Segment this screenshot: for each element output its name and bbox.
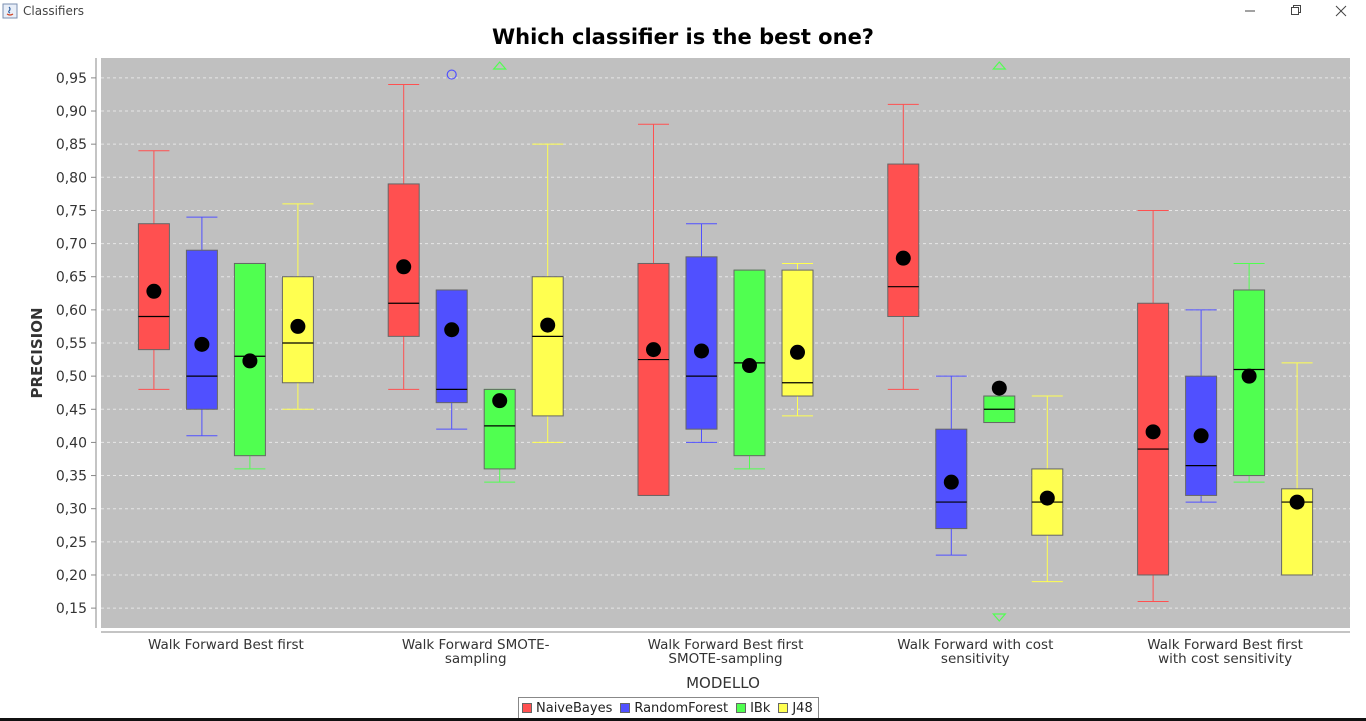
box xyxy=(531,276,564,417)
x-tick-label: Walk Forward with cost xyxy=(897,637,1053,653)
y-tick-label: 0,80 xyxy=(56,170,87,186)
y-axis: 0,95 0,90 0,85 0,80 0,75 0,70 0,65 0,60 0,55 0,50… xyxy=(56,58,97,628)
y-tick-label: 0,40 xyxy=(56,435,87,451)
legend-label: J48 xyxy=(792,700,813,716)
chart-marks xyxy=(137,61,1314,622)
x-tick-label: Walk Forward Best first xyxy=(148,637,304,653)
y-tick-label: 0,70 xyxy=(56,237,87,253)
x-tick-label: sampling xyxy=(445,651,507,667)
legend-swatch xyxy=(736,703,747,713)
box xyxy=(887,163,920,317)
mean-point xyxy=(540,317,556,333)
legend-item: NaiveBayes xyxy=(522,701,612,716)
legend-item: IBk xyxy=(736,701,770,716)
restore-icon[interactable] xyxy=(1273,0,1317,22)
far-out-above-marker xyxy=(492,61,508,70)
legend-swatch xyxy=(522,703,532,713)
java-icon xyxy=(2,3,18,19)
y-tick-label: 0,25 xyxy=(56,535,87,551)
legend-label: RandomForest xyxy=(634,700,729,716)
mean-point xyxy=(1241,368,1257,384)
outlier-point xyxy=(446,69,457,80)
far-out-below-marker xyxy=(991,613,1007,622)
y-tick-label: 0,90 xyxy=(56,104,87,120)
mean-point xyxy=(146,283,162,299)
mean-point xyxy=(1193,428,1209,444)
mean-point xyxy=(790,344,805,360)
x-axis-label: MODELLO xyxy=(686,674,760,692)
y-tick-label: 0,55 xyxy=(56,336,87,352)
mean-point xyxy=(943,474,959,490)
mean-point xyxy=(646,342,661,358)
x-tick-label: SMOTE-sampling xyxy=(668,651,782,667)
chart-title: Which classifier is the best one? xyxy=(492,25,874,49)
box xyxy=(185,249,218,410)
y-tick-label: 0,65 xyxy=(56,270,87,286)
mean-point xyxy=(194,336,210,352)
legend-swatch xyxy=(620,703,631,713)
x-axis: Walk Forward Best first Walk Forward SMOT… xyxy=(101,631,1350,667)
minimize-icon[interactable] xyxy=(1228,0,1272,22)
close-icon[interactable] xyxy=(1318,0,1362,22)
y-tick-label: 0,20 xyxy=(56,568,87,584)
y-tick-label: 0,85 xyxy=(56,137,87,153)
box xyxy=(637,262,670,496)
mean-point xyxy=(290,318,306,334)
chart-legend: NaiveBayes RandomForest IBk J48 xyxy=(518,697,819,719)
y-axis-label: PRECISION xyxy=(28,307,46,398)
x-tick-label: with cost sensitivity xyxy=(1158,651,1292,667)
box xyxy=(387,183,420,337)
y-tick-label: 0,45 xyxy=(56,402,87,418)
legend-swatch xyxy=(778,703,789,713)
y-tick-label: 0,60 xyxy=(56,303,87,319)
far-out-above-marker xyxy=(991,61,1007,70)
mean-point xyxy=(242,353,258,369)
mean-point xyxy=(444,322,460,338)
legend-item: RandomForest xyxy=(620,701,728,716)
window-bottom-border xyxy=(0,718,1366,721)
mean-point xyxy=(1145,424,1161,440)
y-tick-label: 0,30 xyxy=(56,502,87,518)
x-tick-label: Walk Forward Best first xyxy=(648,637,804,653)
mean-point xyxy=(895,250,911,266)
box xyxy=(781,269,814,397)
box xyxy=(435,289,468,404)
legend-label: IBk xyxy=(750,700,771,716)
mean-point xyxy=(396,259,412,275)
x-tick-label: sensitivity xyxy=(941,651,1010,667)
y-tick-label: 0,95 xyxy=(56,71,87,87)
boxplot-chart: Which classifier is the best one? 0,950,… xyxy=(28,25,1350,692)
window-title: Classifiers xyxy=(23,4,85,18)
y-tick-label: 0,15 xyxy=(56,601,87,617)
mean-point xyxy=(694,343,709,359)
x-tick-label: Walk Forward Best first xyxy=(1147,637,1303,653)
mean-point xyxy=(492,393,508,409)
legend-label: NaiveBayes xyxy=(536,700,613,716)
legend-item: J48 xyxy=(778,700,813,716)
window-titlebar: Classifiers xyxy=(0,0,1366,24)
y-tick-label: 0,35 xyxy=(56,469,87,485)
mean-point xyxy=(1039,490,1055,506)
y-tick-label: 0,50 xyxy=(56,369,87,385)
x-tick-label: Walk Forward SMOTE- xyxy=(402,637,550,653)
mean-point xyxy=(1289,494,1305,510)
y-tick-label: 0,75 xyxy=(56,203,87,219)
box xyxy=(685,256,718,430)
mean-point xyxy=(742,358,757,374)
mean-point xyxy=(991,380,1007,396)
